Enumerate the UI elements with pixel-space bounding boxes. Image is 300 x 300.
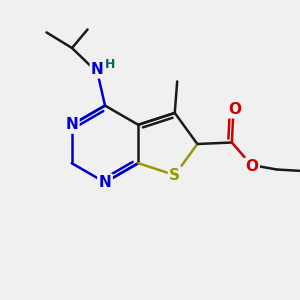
Text: H: H <box>105 58 115 71</box>
Text: O: O <box>245 159 258 174</box>
Text: S: S <box>169 168 180 183</box>
Text: N: N <box>99 175 111 190</box>
Text: O: O <box>228 102 241 117</box>
Text: N: N <box>91 62 104 77</box>
Text: N: N <box>65 117 78 132</box>
